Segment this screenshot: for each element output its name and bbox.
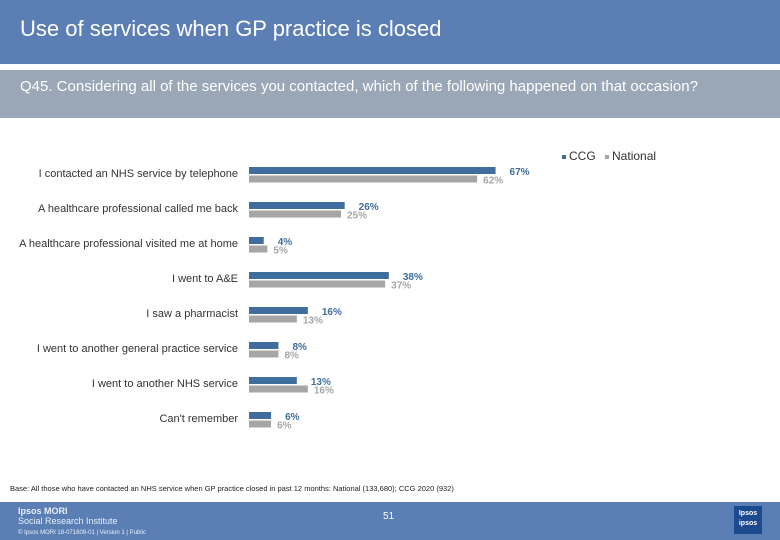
category-label: I went to another general practice servi… <box>37 343 238 355</box>
title-bar: Use of services when GP practice is clos… <box>0 0 780 64</box>
data-label-ccg: 16% <box>322 307 342 318</box>
question-text: Q45. Considering all of the services you… <box>20 78 698 95</box>
category-label: A healthcare professional visited me at … <box>19 238 238 250</box>
data-label-national: 25% <box>347 211 367 222</box>
question-bar: Q45. Considering all of the services you… <box>0 70 780 118</box>
category-label: I contacted an NHS service by telephone <box>39 168 238 180</box>
page-number: 51 <box>383 511 395 522</box>
bar-ccg <box>249 202 345 209</box>
logo-text-bottom: ipsos <box>738 520 758 527</box>
copyright-text: © Ipsos MORI 18-071809-01 | Version 1 | … <box>18 530 146 536</box>
brand-name: Ipsos MORI <box>18 506 68 516</box>
data-label-national: 62% <box>483 176 503 187</box>
legend-item-national: National <box>605 149 656 163</box>
category-label: I went to A&E <box>172 273 238 285</box>
logo-text-top: Ipsos <box>738 510 758 517</box>
bar-ccg <box>249 272 389 279</box>
bar-chart: I contacted an NHS service by telephone 6… <box>19 167 530 432</box>
legend-label-ccg: CCG <box>569 149 596 163</box>
data-label-national: 5% <box>273 246 288 257</box>
category-label: I saw a pharmacist <box>146 308 238 320</box>
data-label-ccg: 6% <box>285 412 300 423</box>
data-label-ccg: 13% <box>311 377 331 388</box>
bar-national <box>249 385 308 393</box>
bar-ccg <box>249 237 264 244</box>
bar-national <box>249 210 341 218</box>
category-label: A healthcare professional called me back <box>38 203 238 215</box>
bar-national <box>249 420 272 428</box>
data-label-national: 37% <box>391 281 411 292</box>
legend-item-ccg: CCG <box>562 149 599 163</box>
bar-national <box>249 280 386 288</box>
bar-ccg <box>249 167 496 174</box>
bar-national <box>249 245 268 253</box>
bar-ccg <box>249 377 297 384</box>
legend-swatch-ccg <box>562 154 566 159</box>
bar-national <box>249 350 279 358</box>
ipsos-logo: Ipsos ipsos <box>734 506 762 534</box>
data-label-ccg: 38% <box>403 272 423 283</box>
bar-ccg <box>249 307 308 314</box>
data-label-ccg: 26% <box>359 202 379 213</box>
footer-bar: Ipsos MORI Social Research Institute © I… <box>0 502 780 540</box>
data-label-national: 8% <box>284 351 299 362</box>
chart-legend: CCG National <box>562 149 662 163</box>
bar-ccg <box>249 412 272 419</box>
brand-subtitle: Social Research Institute <box>18 516 118 526</box>
bar-ccg <box>249 342 279 349</box>
legend-label-national: National <box>612 149 657 163</box>
data-label-national: 16% <box>314 386 334 397</box>
bar-national <box>249 315 297 323</box>
brand-logo: Ipsos MORI Social Research Institute <box>18 506 118 526</box>
data-label-ccg: 4% <box>278 237 293 248</box>
page-title: Use of services when GP practice is clos… <box>20 16 442 41</box>
category-label: Can't remember <box>159 413 238 425</box>
data-label-ccg: 8% <box>292 342 307 353</box>
data-label-national: 6% <box>277 421 292 432</box>
category-label: I went to another NHS service <box>92 378 238 390</box>
base-note: Base: All those who have contacted an NH… <box>10 484 454 493</box>
data-label-ccg: 67% <box>510 167 530 178</box>
data-label-national: 13% <box>303 316 323 327</box>
legend-swatch-national <box>605 154 610 159</box>
bar-national <box>249 175 478 183</box>
